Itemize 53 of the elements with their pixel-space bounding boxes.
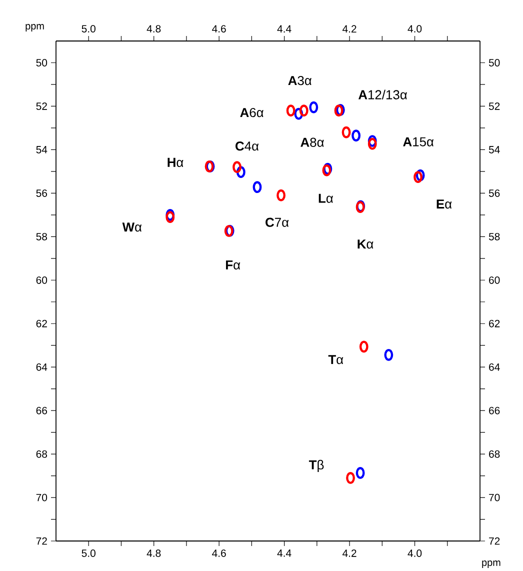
y-tick-label: 52 [36,102,47,110]
x2-tick-label: 4.8 [146,550,161,557]
y2-tick-label: 56 [488,189,500,197]
annotation: Eα [436,200,452,209]
y2-tick-label: 52 [488,102,500,110]
annotation: C7α [266,218,289,227]
x-tick-label: 4.4 [277,25,292,32]
x2-tick-label: 4.2 [342,550,356,557]
y2-tick-label: 70 [489,494,500,502]
x-tick-label: 4.6 [212,25,226,32]
y2-tick-label: 60 [489,276,500,284]
x-tick-label: 5.0 [82,25,96,32]
y2-tick-label: 68 [489,450,500,458]
x-axis-title: ppm [482,560,500,568]
x2-tick-label: 4.0 [408,550,422,557]
y2-tick-label: 54 [488,146,500,154]
x2-tick-label: 5.0 [82,550,96,557]
x2-tick-label: 4.4 [277,550,292,557]
x2-tick-label: 4.6 [212,550,226,557]
x-tick-label: 4.2 [342,25,356,32]
annotation: Wα [122,222,142,232]
annotation: Tα [328,355,344,364]
y-tick-label: 50 [36,59,48,66]
y2-tick-label: 64 [489,363,500,371]
annotation: C4α [236,142,259,151]
y-tick-label: 70 [36,494,48,502]
y-tick-label: 68 [36,450,48,458]
annotation: A12/13α [358,90,408,100]
y-tick-label: 66 [36,406,48,414]
annotation: A3α [288,76,312,86]
y2-tick-label: 58 [488,232,500,240]
y-tick-label: 54 [36,146,48,154]
annotation: A15α [403,137,434,146]
annotation: A6α [240,108,264,118]
y-tick-label: 60 [36,276,48,284]
x-tick-label: 4.0 [408,25,422,32]
y2-tick-label: 62 [489,320,500,328]
y-axis-title: ppm [26,24,44,32]
y2-tick-label: 50 [488,59,500,66]
x-tick-label: 4.8 [146,25,161,32]
y-tick-label: 58 [36,232,48,240]
annotation: A8α [300,138,324,147]
annotation: Fα [226,260,240,270]
y2-tick-label: 72 [489,537,500,545]
annotation: Tβ [308,460,324,472]
y-tick-label: 56 [36,189,48,197]
y-tick-label: 72 [36,537,47,545]
y2-tick-label: 66 [489,406,500,414]
annotation: Hα [168,158,184,167]
y-tick-label: 62 [36,320,47,328]
annotation: Kα [358,240,374,249]
y-tick-label: 64 [36,363,48,371]
annotation: Lα [318,194,334,203]
